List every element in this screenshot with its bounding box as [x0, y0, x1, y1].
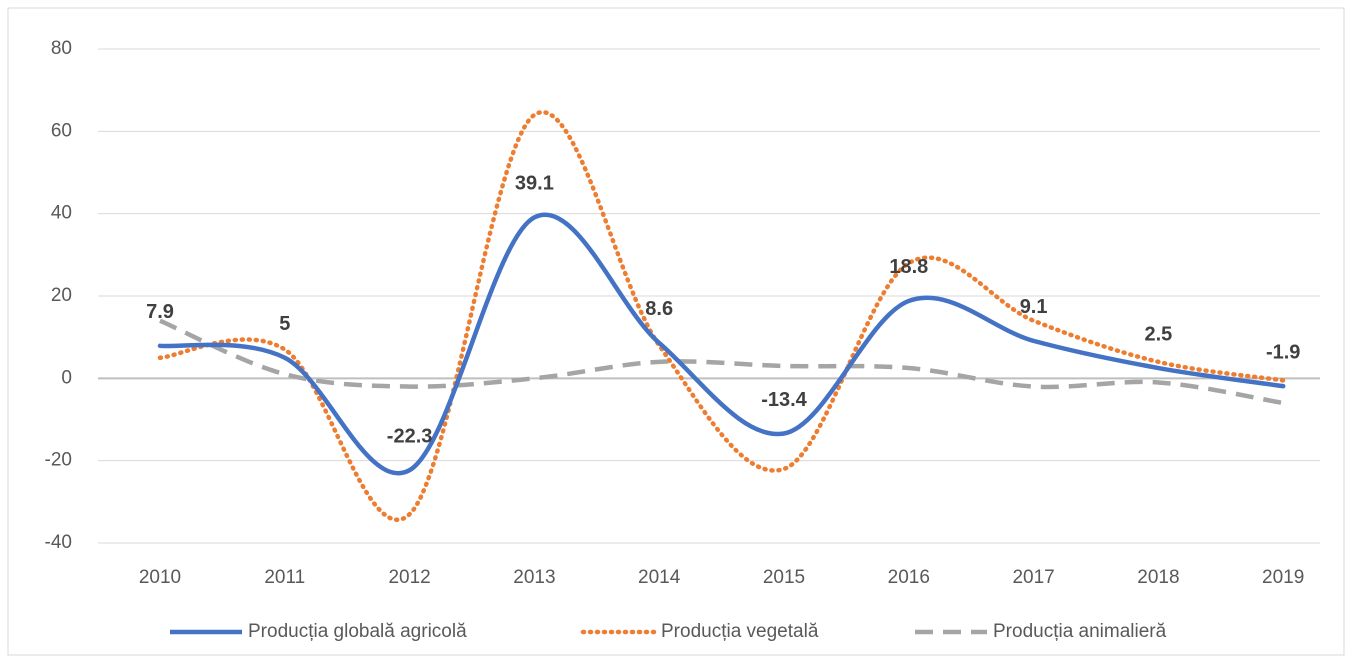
y-tick-label: -40 [45, 532, 72, 553]
x-tick-label: 2011 [264, 567, 305, 588]
x-tick-label: 2013 [513, 567, 555, 588]
legend-label: Producția animalieră [993, 621, 1167, 642]
data-label: -1.9 [1266, 341, 1300, 363]
x-tick-label: 2016 [888, 567, 930, 588]
data-label: 7.9 [146, 301, 174, 323]
x-tick-label: 2019 [1262, 567, 1304, 588]
series-line [157, 212, 1286, 476]
data-label: 39.1 [515, 173, 554, 195]
y-tick-label: 80 [51, 38, 72, 59]
y-tick-label: 60 [51, 120, 72, 141]
y-tick-label: 20 [51, 285, 72, 306]
x-tick-label: 2010 [139, 567, 181, 588]
data-label: 18.8 [889, 256, 928, 278]
data-label: -22.3 [387, 425, 433, 447]
data-label: -13.4 [761, 389, 807, 411]
x-tick-label: 2014 [638, 567, 681, 588]
chart-border [7, 7, 1345, 656]
x-tick-label: 2018 [1137, 567, 1179, 588]
x-tick-label: 2012 [388, 567, 430, 588]
legend-label: Producția vegetală [661, 621, 819, 642]
x-tick-label: 2017 [1012, 567, 1054, 588]
data-label: 8.6 [645, 298, 673, 320]
data-label: 9.1 [1020, 296, 1048, 318]
series-line [157, 110, 1286, 522]
data-label: 5 [279, 313, 290, 335]
y-tick-label: 0 [61, 367, 72, 388]
series-line [159, 318, 1284, 406]
data-label: 2.5 [1144, 323, 1172, 345]
y-tick-label: -20 [45, 450, 72, 471]
y-tick-label: 40 [51, 203, 72, 224]
legend-label: Producția globală agricolă [248, 621, 467, 642]
x-tick-label: 2015 [763, 567, 805, 588]
